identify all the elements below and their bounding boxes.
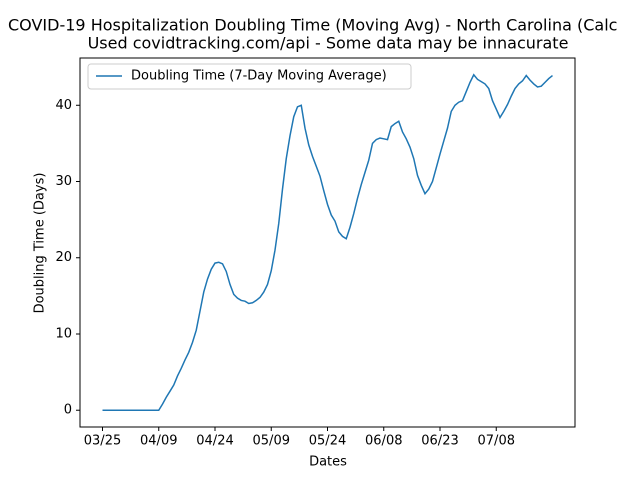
plot-frame <box>79 57 576 428</box>
y-tick-label: 40 <box>55 98 72 113</box>
x-tick-label: 04/24 <box>196 434 233 449</box>
x-tick-label: 03/25 <box>84 434 121 449</box>
data-line <box>102 73 553 411</box>
legend-label: Doubling Time (7-Day Moving Average) <box>131 69 387 84</box>
x-tick-label: 06/08 <box>365 434 402 449</box>
legend-box <box>87 63 412 90</box>
y-axis-label: Doubling Time (Days) <box>33 173 48 314</box>
y-tick-label: 0 <box>64 403 72 418</box>
y-tick-label: 30 <box>55 174 72 189</box>
x-tick-label: 05/24 <box>309 434 346 449</box>
x-tick-label: 06/23 <box>421 434 458 449</box>
x-tick-label: 05/09 <box>253 434 290 449</box>
y-tick-label: 10 <box>55 326 72 341</box>
y-tick-label: 20 <box>55 250 72 265</box>
chart-subtitle: Used covidtracking.com/api - Some data m… <box>88 34 569 53</box>
x-tick-label: 04/09 <box>140 434 177 449</box>
x-tick-label: 07/08 <box>478 434 515 449</box>
x-axis-label: Dates <box>309 455 347 470</box>
legend: Doubling Time (7-Day Moving Average) <box>87 63 412 90</box>
chart-title: COVID-19 Hospitalization Doubling Time (… <box>8 16 617 35</box>
